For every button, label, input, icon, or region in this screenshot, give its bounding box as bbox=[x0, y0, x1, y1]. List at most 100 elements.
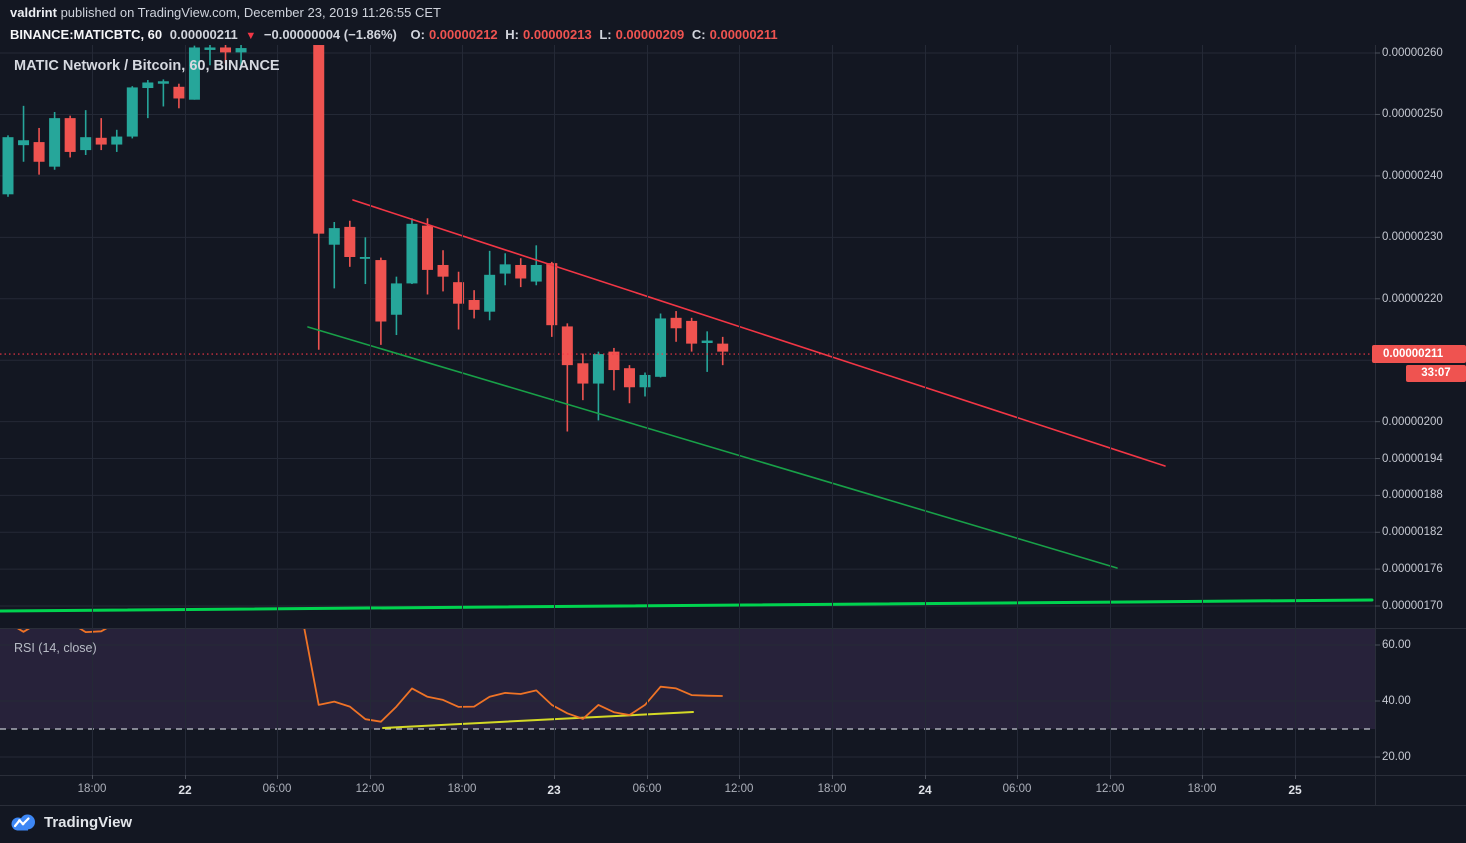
candle bbox=[608, 351, 620, 371]
candle bbox=[639, 374, 651, 388]
low-value: 0.00000209 bbox=[615, 27, 685, 42]
time-axis-label: 18:00 bbox=[1187, 783, 1217, 795]
time-axis-label: 22 bbox=[178, 783, 192, 797]
horizontal-support-line[interactable] bbox=[0, 598, 1374, 613]
time-axis-label: 12:00 bbox=[355, 783, 385, 795]
price-axis-label: 0.00000170 bbox=[1382, 599, 1443, 612]
time-axis-label: 18:00 bbox=[817, 783, 847, 795]
lower-support-trendline[interactable] bbox=[307, 326, 1118, 569]
candle bbox=[313, 45, 325, 234]
rsi-axis-label: 60.00 bbox=[1382, 639, 1411, 651]
tradingview-logo[interactable]: TradingView bbox=[10, 811, 132, 834]
time-axis-label: 12:00 bbox=[1095, 783, 1125, 795]
price-pane[interactable] bbox=[0, 44, 1375, 613]
candle bbox=[375, 260, 387, 322]
candle bbox=[18, 140, 30, 146]
high-value: 0.00000213 bbox=[523, 27, 592, 42]
candle bbox=[530, 264, 542, 282]
candle bbox=[546, 263, 558, 326]
last-price: 0.00000211 bbox=[169, 27, 238, 42]
rsi-axis-label: 20.00 bbox=[1382, 751, 1411, 763]
time-axis-label: 25 bbox=[1288, 783, 1302, 797]
candle bbox=[220, 47, 232, 53]
price-axis-label: 0.00000220 bbox=[1382, 292, 1443, 305]
rsi-axis-label: 40.00 bbox=[1382, 695, 1411, 707]
price-down-arrow-icon: ▼ bbox=[245, 30, 257, 42]
price-axis-label: 0.00000230 bbox=[1382, 231, 1443, 244]
candle bbox=[623, 368, 635, 388]
open-value: 0.00000212 bbox=[428, 27, 498, 42]
time-axis-label: 18:00 bbox=[77, 783, 107, 795]
rsi-pane[interactable] bbox=[0, 617, 1375, 758]
candle bbox=[421, 225, 433, 270]
candle bbox=[484, 274, 496, 312]
upper-resistance-trendline[interactable] bbox=[352, 199, 1166, 467]
candle bbox=[126, 87, 138, 137]
candle bbox=[453, 282, 465, 304]
candle bbox=[686, 320, 698, 344]
candle bbox=[204, 47, 216, 50]
candle bbox=[157, 81, 169, 84]
chart-chrome bbox=[0, 45, 1466, 806]
rsi-plot-line bbox=[17, 629, 723, 723]
time-axis-label: 06:00 bbox=[1002, 783, 1032, 795]
symbol-info-bar: BINANCE:MATICBTC, 60 0.00000211 ▼ −0.000… bbox=[0, 24, 1466, 45]
candle bbox=[33, 142, 45, 162]
price-change: −0.00000004 (−1.86%) bbox=[263, 27, 397, 42]
candle bbox=[406, 223, 418, 284]
price-axis-label: 0.00000194 bbox=[1382, 452, 1443, 465]
candle bbox=[328, 228, 340, 245]
candle bbox=[142, 82, 154, 89]
symbol-name[interactable]: BINANCE:MATICBTC, 60 bbox=[10, 27, 163, 42]
time-axis-label: 06:00 bbox=[632, 783, 662, 795]
candle bbox=[717, 343, 729, 352]
close-value: 0.00000211 bbox=[709, 27, 778, 42]
candle bbox=[173, 86, 185, 99]
candle bbox=[344, 226, 356, 257]
candle bbox=[80, 137, 92, 151]
price-axis-label: 0.00000176 bbox=[1382, 563, 1443, 576]
rsi-indicator-legend[interactable]: RSI (14, close) bbox=[14, 641, 97, 655]
candle bbox=[235, 48, 247, 53]
price-axis-label: 0.00000240 bbox=[1382, 169, 1443, 182]
time-axis-label: 18:00 bbox=[447, 783, 477, 795]
price-axis-label: 0.00000188 bbox=[1382, 489, 1443, 502]
candle bbox=[390, 283, 402, 315]
rsi-support-trendline[interactable] bbox=[382, 711, 694, 729]
candle bbox=[111, 136, 123, 145]
price-axis-label: 0.00000182 bbox=[1382, 526, 1443, 539]
candle bbox=[49, 118, 61, 167]
candle bbox=[561, 326, 573, 366]
candle bbox=[2, 137, 14, 195]
logo-text: TradingView bbox=[44, 814, 133, 831]
price-axis-label: 0.00000260 bbox=[1382, 47, 1443, 59]
current-price-label: 0.00000211 bbox=[1372, 345, 1466, 363]
price-axis[interactable]: 0.00000260 0.00000250 0.00000240 0.00000230… bbox=[1375, 0, 1466, 805]
candle bbox=[670, 317, 682, 329]
publish-info-bar: valdrint published on TradingView.com, D… bbox=[0, 0, 1466, 24]
candle bbox=[188, 47, 200, 100]
candle bbox=[437, 264, 449, 277]
candle bbox=[359, 256, 371, 259]
time-axis-label: 06:00 bbox=[262, 783, 292, 795]
publish-info-text: published on TradingView.com, December 2… bbox=[56, 5, 441, 20]
bar-countdown-label: 33:07 bbox=[1406, 365, 1466, 382]
close-label: C: bbox=[691, 27, 706, 42]
candle bbox=[515, 264, 527, 279]
price-axis-label: 0.00000200 bbox=[1382, 415, 1443, 428]
candle bbox=[468, 300, 480, 310]
chart-title: MATIC Network / Bitcoin, 60, BINANCE bbox=[14, 58, 280, 74]
candle bbox=[64, 118, 76, 152]
candle bbox=[499, 264, 511, 274]
candle bbox=[701, 340, 713, 344]
tradingview-cloud-icon bbox=[11, 814, 35, 831]
high-label: H: bbox=[505, 27, 519, 42]
open-label: O: bbox=[410, 27, 425, 42]
candle bbox=[577, 363, 589, 384]
price-axis-label: 0.00000250 bbox=[1382, 108, 1443, 121]
publisher-username: valdrint bbox=[10, 5, 57, 20]
time-axis-label: 12:00 bbox=[724, 783, 754, 795]
candle bbox=[655, 318, 667, 377]
